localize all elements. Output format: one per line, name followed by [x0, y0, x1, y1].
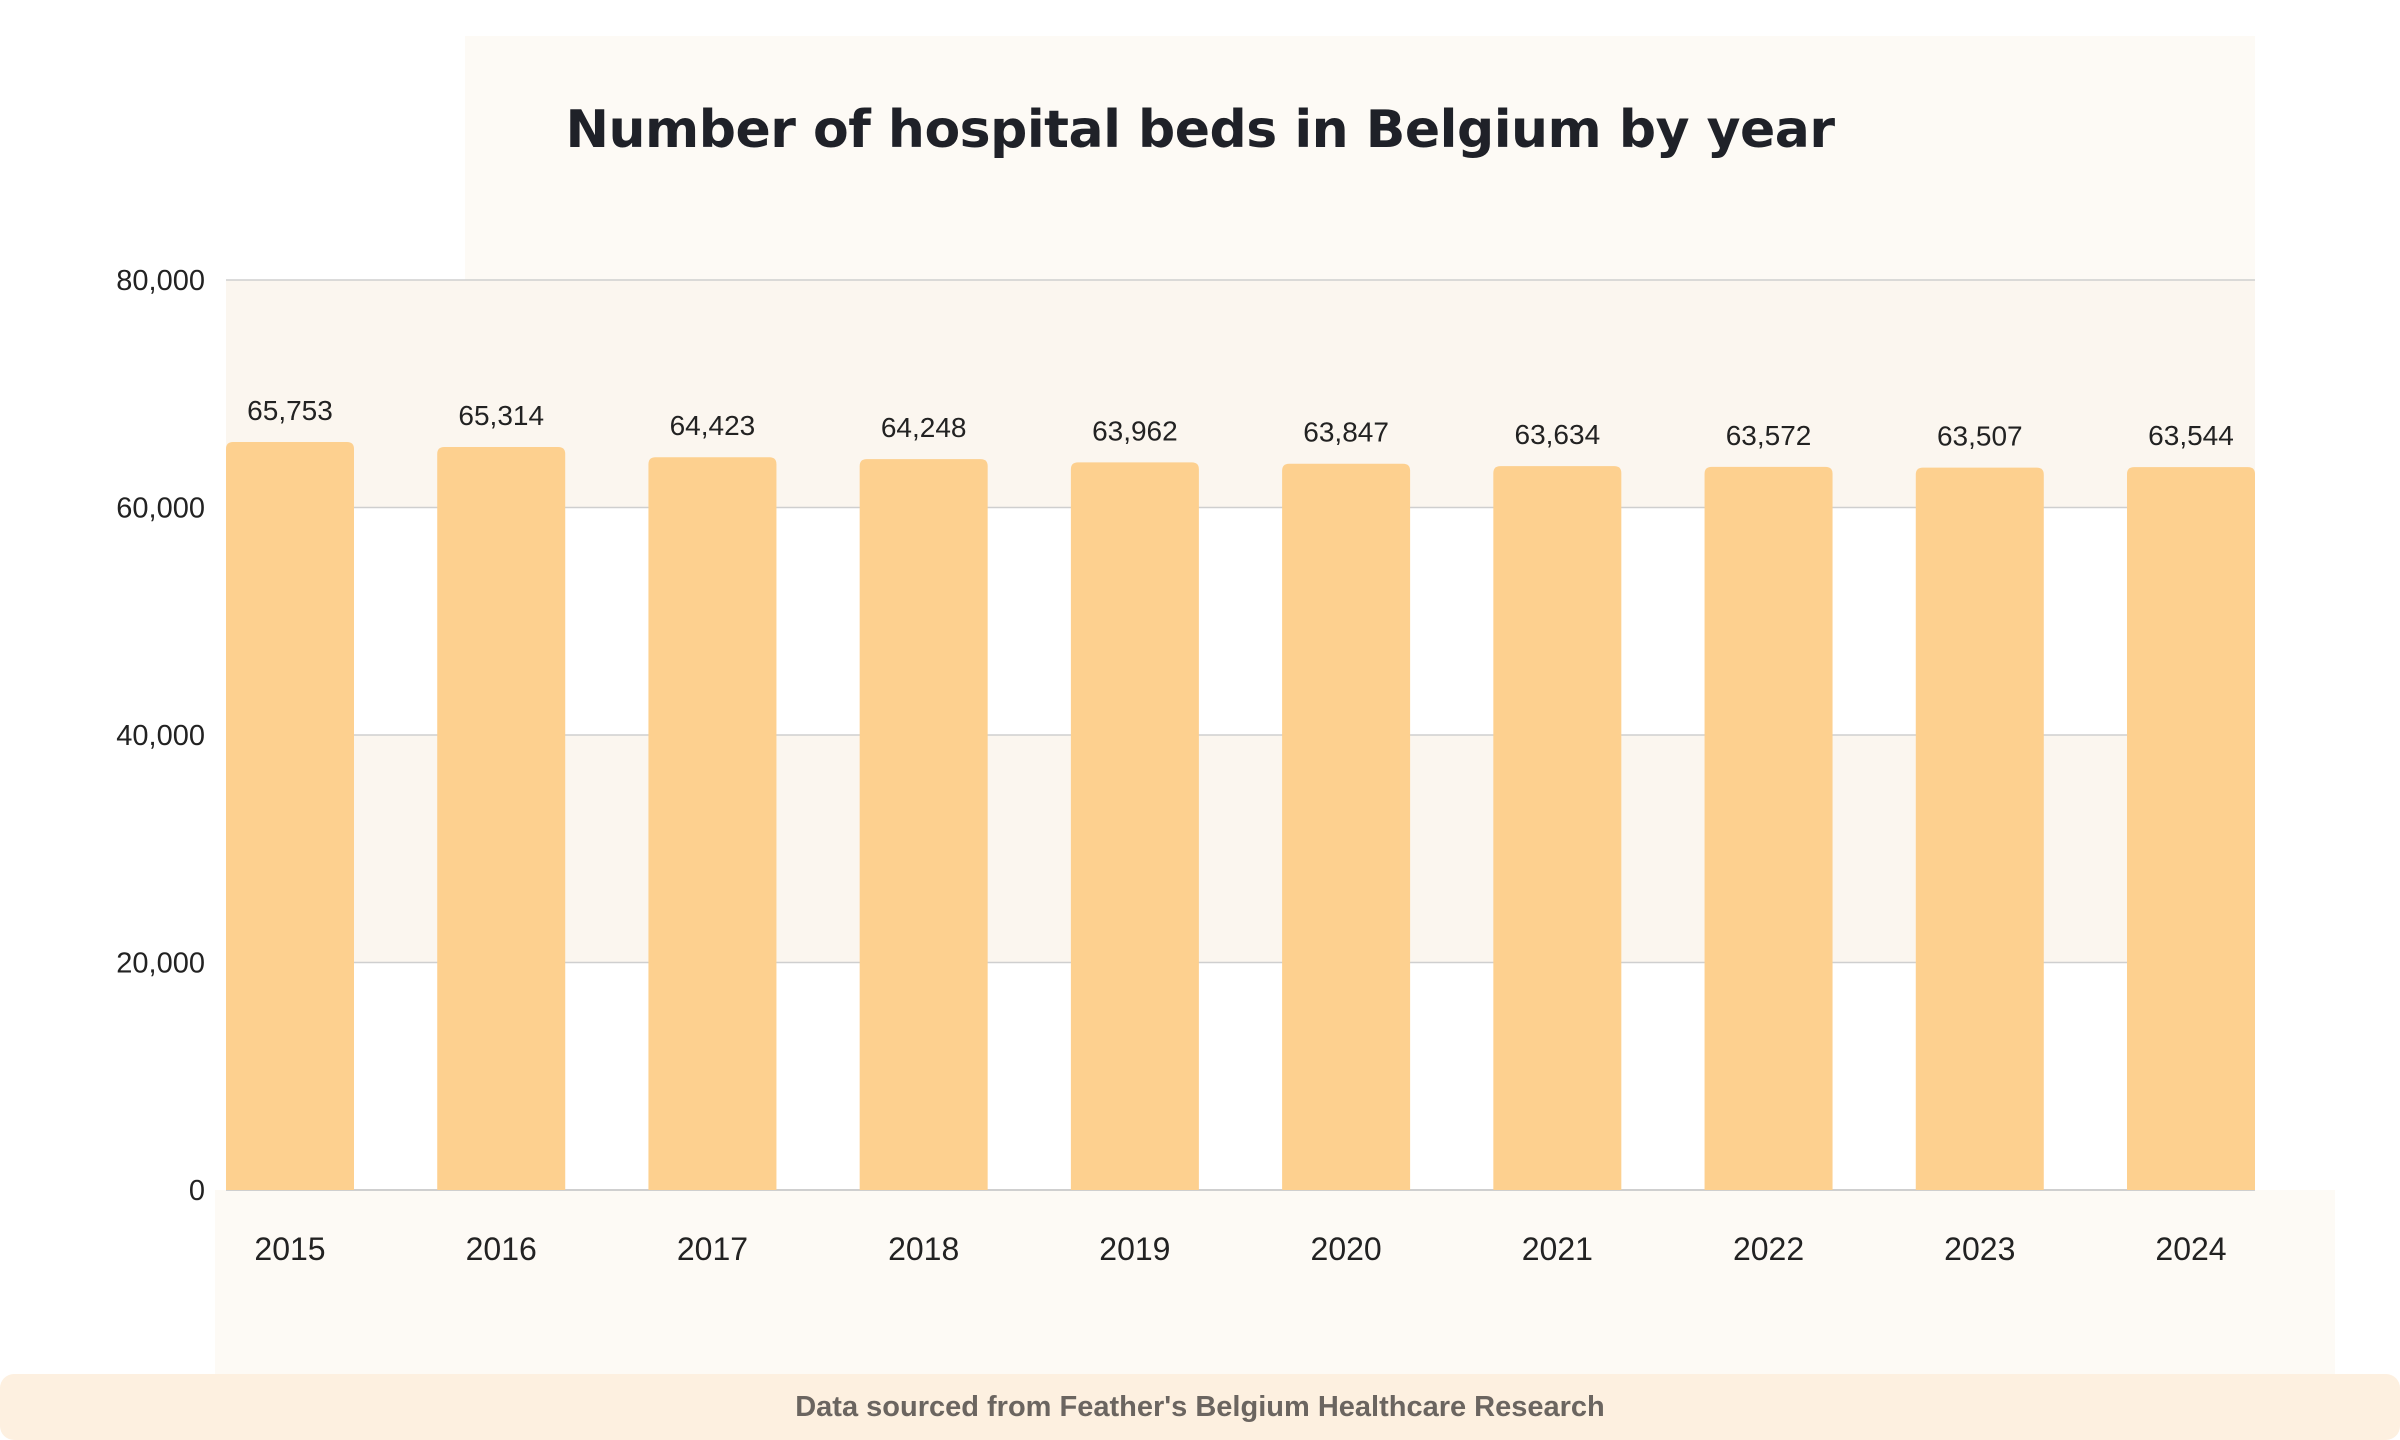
bars [226, 442, 2255, 1191]
x-tick-label: 2023 [1944, 1231, 2015, 1267]
x-tick-label: 2022 [1733, 1231, 1804, 1267]
value-label: 65,753 [247, 395, 333, 426]
x-tick-label: 2017 [677, 1231, 748, 1267]
title-panel-background [465, 36, 2255, 281]
y-tick-label: 60,000 [116, 493, 205, 525]
x-tick-label: 2020 [1311, 1231, 1382, 1267]
axis-panel-background [215, 1190, 2335, 1375]
bar [226, 442, 354, 1190]
value-label: 63,962 [1092, 415, 1178, 446]
y-tick-label: 40,000 [116, 720, 205, 752]
value-label: 65,314 [458, 400, 544, 431]
x-tick-label: 2016 [466, 1231, 537, 1267]
bar [1070, 462, 1199, 1190]
x-tick-label: 2018 [888, 1231, 959, 1267]
bar [437, 447, 566, 1191]
value-label: 64,248 [881, 412, 967, 443]
y-tick-label: 80,000 [116, 265, 205, 297]
value-labels: 65,753 65,314 64,423 64,248 63,962 63,847 63,6… [247, 395, 2234, 452]
value-label: 63,847 [1303, 417, 1389, 448]
footer-bar: Data sourced from Feather's Belgium Heal… [0, 1374, 2400, 1440]
bar [648, 457, 777, 1191]
y-tick-label: 0 [189, 1175, 205, 1207]
bar [1282, 463, 1411, 1191]
chart-title: Number of hospital beds in Belgium by ye… [565, 100, 1835, 160]
bar [859, 459, 988, 1191]
value-label: 63,507 [1937, 421, 2023, 452]
bar [1704, 466, 1833, 1190]
source-note: Data sourced from Feather's Belgium Heal… [795, 1390, 1605, 1423]
value-label: 64,423 [670, 410, 756, 441]
x-tick-label: 2019 [1099, 1231, 1170, 1267]
y-axis-tick-labels: 0 20,000 40,000 60,000 80,000 [116, 265, 205, 1207]
value-label: 63,572 [1726, 420, 1812, 451]
x-tick-label: 2021 [1522, 1231, 1593, 1267]
bar [2127, 467, 2255, 1190]
bar [1915, 467, 2044, 1190]
value-label: 63,544 [2148, 420, 2234, 451]
value-label: 63,634 [1515, 419, 1601, 450]
x-tick-label: 2024 [2155, 1231, 2226, 1267]
y-tick-label: 20,000 [116, 948, 205, 980]
bar [1493, 466, 1622, 1191]
x-axis-tick-labels: 2015 2016 2017 2018 2019 2020 2021 2022 2023 2024 [254, 1231, 2226, 1267]
x-tick-label: 2015 [254, 1231, 325, 1267]
